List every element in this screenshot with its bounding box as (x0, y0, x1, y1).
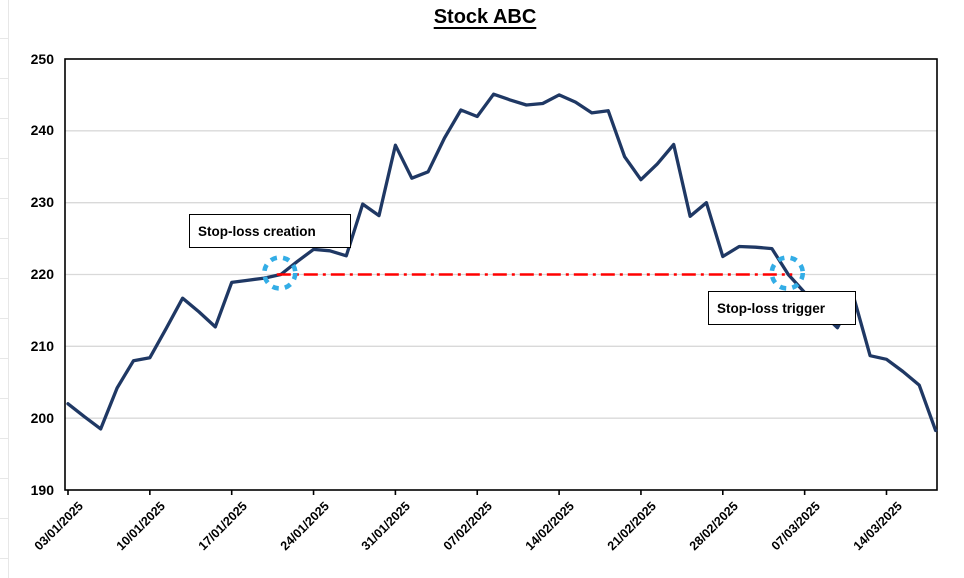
y-axis-label: 230 (30, 194, 54, 211)
y-axis-label: 200 (30, 409, 54, 426)
y-axis-label: 240 (30, 122, 54, 139)
price-line (66, 92, 938, 433)
y-axis-label: 250 (30, 50, 54, 67)
y-axis-label: 190 (30, 481, 54, 498)
stop-loss-trigger-circle (769, 255, 806, 291)
y-axis-label: 220 (30, 266, 54, 282)
plot-border (64, 58, 938, 491)
stop-loss-creation-label: Stop-loss creation (198, 223, 316, 239)
chart-title[interactable]: Stock ABC (433, 6, 537, 28)
spreadsheet-gridlines (0, 0, 9, 578)
stop-loss-trigger-label: Stop-loss trigger (717, 300, 826, 316)
stop-loss-creation-label-box[interactable]: Stop-loss creation (189, 214, 351, 248)
stop-loss-creation-circle (262, 255, 298, 291)
stop-loss-trigger-label-box[interactable]: Stop-loss trigger (708, 291, 856, 325)
y-axis-label: 210 (30, 337, 54, 354)
